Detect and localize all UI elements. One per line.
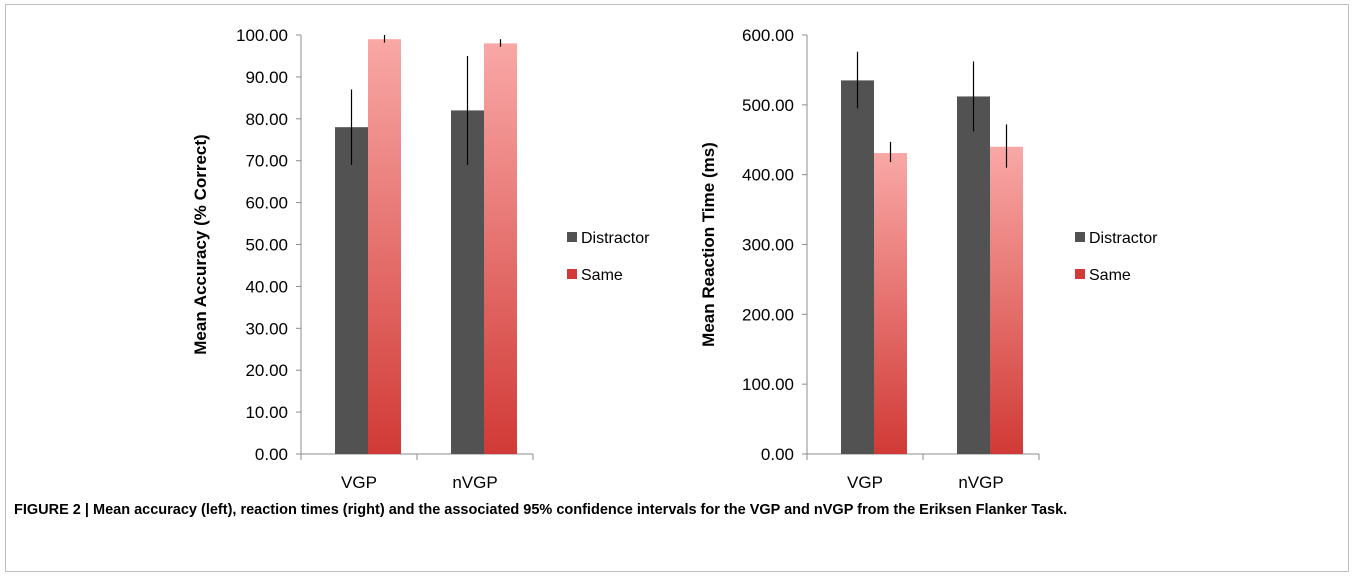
legend-label-distractor: Distractor xyxy=(581,230,650,247)
bar-same-vgp xyxy=(368,39,401,454)
legend-label-same: Same xyxy=(581,267,623,284)
chart-2: 0.00 100.00 200.00 300.00 400.00 500.00 600.00… xyxy=(699,26,1158,492)
y-tick-label: 70.00 xyxy=(245,152,288,171)
legend-label-distractor: Distractor xyxy=(1089,230,1158,247)
bar-same-nvgp xyxy=(990,146,1023,454)
y-tick-label: 0.00 xyxy=(761,445,794,464)
y-axis-title: Mean Reaction Time (ms) xyxy=(699,142,718,347)
y-tick-label: 10.00 xyxy=(245,403,288,422)
y-tick-label: 90.00 xyxy=(245,68,288,87)
y-tick-label: 600.00 xyxy=(742,26,794,45)
bar-distractor-vgp xyxy=(335,127,368,455)
bar-distractor-vgp xyxy=(841,80,874,455)
bar-same-nvgp xyxy=(484,43,517,454)
y-tick-label: 20.00 xyxy=(245,361,288,380)
x-category-label: nVGP xyxy=(958,473,1003,492)
y-tick-label: 80.00 xyxy=(245,110,288,129)
legend-label-same: Same xyxy=(1089,267,1131,284)
x-category-label: VGP xyxy=(341,473,377,492)
x-category-label: nVGP xyxy=(452,473,497,492)
y-axis-title: Mean Accuracy (% Correct) xyxy=(191,134,210,354)
legend-swatch-distractor xyxy=(1075,232,1085,242)
y-tick-label: 30.00 xyxy=(245,319,288,338)
figure-frame xyxy=(5,4,1349,572)
y-tick-label: 300.00 xyxy=(742,236,794,255)
y-tick-label: 40.00 xyxy=(245,277,288,296)
chart-1: 0.00 10.00 20.00 30.00 40.00 50.00 60.00 70.00 8… xyxy=(191,26,650,492)
legend-swatch-same xyxy=(1075,269,1085,279)
legend-swatch-same xyxy=(567,269,577,279)
bar-distractor-nvgp xyxy=(451,110,484,455)
y-tick-label: 200.00 xyxy=(742,305,794,324)
bar-same-vgp xyxy=(874,153,907,455)
y-tick-label: 500.00 xyxy=(742,96,794,115)
y-tick-label: 400.00 xyxy=(742,166,794,185)
y-tick-label: 100.00 xyxy=(742,375,794,394)
y-tick-label: 50.00 xyxy=(245,236,288,255)
legend-swatch-distractor xyxy=(567,232,577,242)
x-category-label: VGP xyxy=(847,473,883,492)
y-tick-label: 100.00 xyxy=(236,26,288,45)
figure-caption: FIGURE 2 | Mean accuracy (left), reactio… xyxy=(14,502,1068,518)
y-tick-label: 60.00 xyxy=(245,194,288,213)
bar-distractor-nvgp xyxy=(957,96,990,454)
y-tick-label: 0.00 xyxy=(255,445,288,464)
